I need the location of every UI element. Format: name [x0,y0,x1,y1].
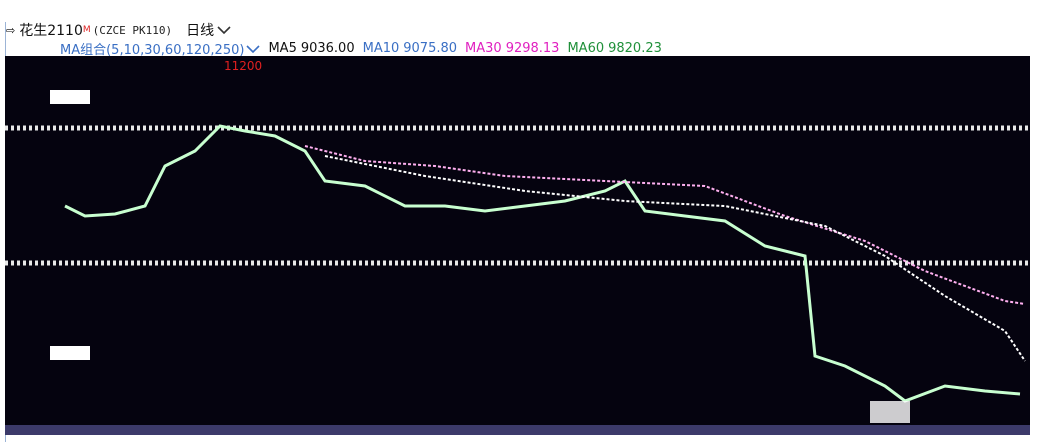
high-price-label: 11200 [224,59,263,73]
ma-items: MA5 9036.00 MA10 9075.80 MA30 9298.13 MA60 9820… [260,41,661,56]
ma-value: 9298.13 [505,41,560,56]
ma-name: MA10 [362,41,400,56]
main-contract-marker: M [82,25,91,35]
indicator-legend: MA组合(5,10,30,60,120,250) MA5 9036.00 MA10 9… [60,41,662,58]
title-row: ⇨ 花生2110 M (CZCE PK110) 日线 [6,20,231,40]
icon: ⇨ [6,23,16,37]
symbol[interactable]: 花生2110 [19,23,83,39]
dropdown-arrow[interactable] [217,25,231,35]
time-scrollbar[interactable] [5,425,1030,435]
chart-canvas [5,90,1030,423]
dropdown-arrow[interactable] [246,44,261,54]
contract-code: (CZCE PK110) [92,23,173,37]
indicator-group[interactable]: MA组合(5,10,30,60,120,250) [60,43,245,58]
glitch-block [870,401,910,423]
ma-value: 9036.00 [300,41,355,56]
ma-value: 9075.80 [403,41,458,56]
ma-line [304,145,1026,305]
ma-value: 9820.23 [608,41,662,56]
glitch-block [50,346,90,360]
ma-item: MA5 9036.00 [268,41,354,56]
ma-line [324,155,1026,362]
ma-item: MA10 9075.80 [363,41,457,56]
period-selector[interactable]: 日线 [186,23,215,39]
title-bar: ⇨ 花生2110 M (CZCE PK110) 日线 [0,0,1059,40]
ma-item: MA30 9298.13 [465,41,559,56]
ma-name: MA60 [567,41,605,56]
price-trend [64,124,1021,403]
ma-name: MA5 [268,41,297,56]
ma-name: MA30 [465,41,502,56]
ma-item: MA60 9820.23 [567,41,661,56]
glitch-block [50,90,90,104]
price-chart [5,56,1030,425]
